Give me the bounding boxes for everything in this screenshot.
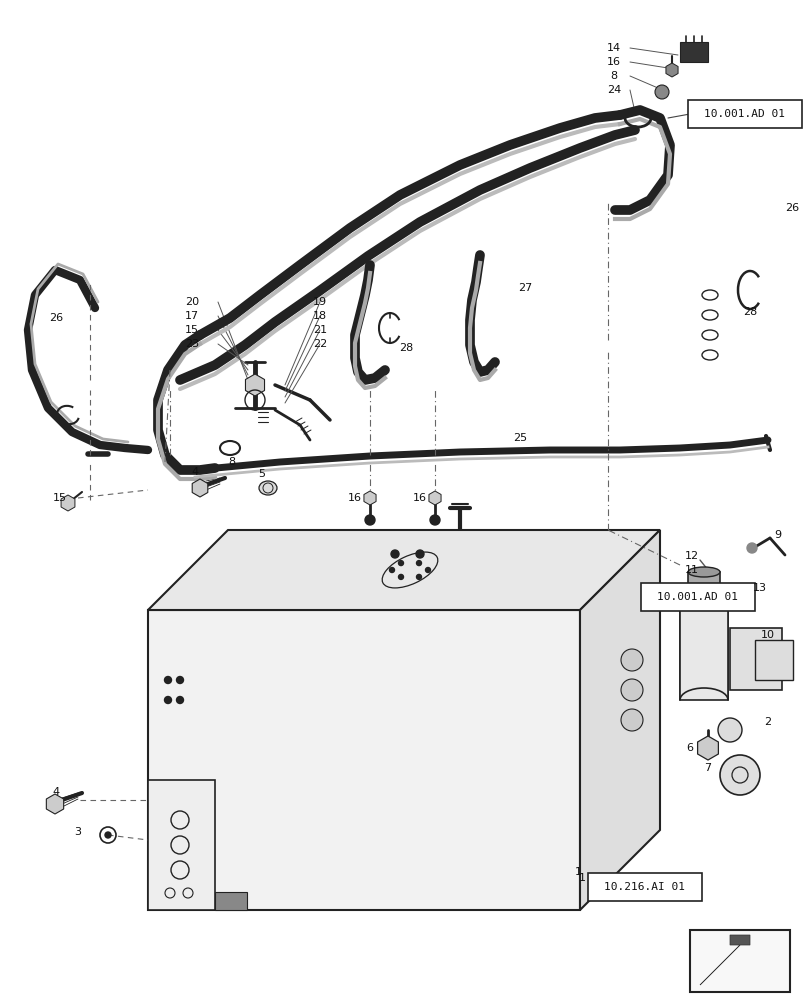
- Polygon shape: [579, 530, 659, 910]
- Circle shape: [425, 568, 430, 572]
- FancyBboxPatch shape: [587, 873, 702, 901]
- Polygon shape: [148, 780, 215, 910]
- Circle shape: [105, 832, 111, 838]
- Text: 17: 17: [185, 311, 199, 321]
- Text: 10.216.AI 01: 10.216.AI 01: [603, 882, 684, 892]
- Polygon shape: [148, 530, 659, 610]
- Text: 15: 15: [53, 493, 67, 503]
- Bar: [687, 572, 719, 594]
- Text: 8: 8: [610, 71, 617, 81]
- Bar: [673, 594, 729, 610]
- Circle shape: [176, 676, 183, 684]
- Text: 2: 2: [763, 717, 770, 727]
- Circle shape: [165, 696, 171, 704]
- Text: 18: 18: [312, 311, 327, 321]
- Text: 10: 10: [760, 630, 774, 640]
- Ellipse shape: [687, 567, 719, 577]
- Text: 24: 24: [606, 85, 620, 95]
- Text: 16: 16: [413, 493, 427, 503]
- Text: 19: 19: [312, 297, 327, 307]
- Text: 8: 8: [228, 457, 235, 467]
- Bar: [754, 640, 792, 680]
- Text: 14: 14: [606, 43, 620, 53]
- Text: 13: 13: [752, 583, 766, 593]
- Bar: [729, 628, 781, 690]
- Text: 16: 16: [607, 57, 620, 67]
- Text: 1: 1: [577, 873, 585, 883]
- Text: 26: 26: [784, 203, 798, 213]
- Circle shape: [398, 574, 403, 579]
- Bar: [689, 930, 789, 992]
- Text: 23: 23: [185, 339, 199, 349]
- Circle shape: [389, 568, 394, 572]
- FancyBboxPatch shape: [687, 100, 801, 128]
- Polygon shape: [699, 935, 749, 985]
- Polygon shape: [148, 610, 579, 910]
- Circle shape: [719, 755, 759, 795]
- Circle shape: [654, 85, 668, 99]
- Circle shape: [620, 709, 642, 731]
- Text: 26: 26: [49, 313, 63, 323]
- Text: 28: 28: [742, 307, 756, 317]
- Text: 3: 3: [75, 827, 81, 837]
- Circle shape: [415, 550, 423, 558]
- Text: 9: 9: [774, 530, 781, 540]
- Circle shape: [176, 696, 183, 704]
- Text: 6: 6: [685, 743, 693, 753]
- Text: 16: 16: [348, 493, 362, 503]
- Text: 28: 28: [398, 343, 413, 353]
- Text: 12: 12: [684, 551, 698, 561]
- Text: 15: 15: [185, 325, 199, 335]
- Bar: [679, 42, 707, 62]
- Circle shape: [746, 543, 756, 553]
- Circle shape: [365, 515, 375, 525]
- Text: 10.001.AD 01: 10.001.AD 01: [657, 592, 737, 602]
- Circle shape: [717, 718, 741, 742]
- Text: 20: 20: [185, 297, 199, 307]
- Circle shape: [430, 515, 440, 525]
- Circle shape: [391, 550, 398, 558]
- Text: 4: 4: [53, 787, 59, 797]
- Ellipse shape: [259, 481, 277, 495]
- Text: 21: 21: [312, 325, 327, 335]
- Text: 5: 5: [258, 469, 265, 479]
- Bar: [679, 600, 727, 700]
- Text: 7: 7: [704, 763, 710, 773]
- Text: 4: 4: [191, 467, 199, 477]
- Text: 10.001.AD 01: 10.001.AD 01: [704, 109, 784, 119]
- Circle shape: [620, 679, 642, 701]
- Text: 27: 27: [517, 283, 531, 293]
- FancyBboxPatch shape: [640, 583, 754, 611]
- Circle shape: [620, 649, 642, 671]
- Circle shape: [416, 561, 421, 566]
- Text: 11: 11: [684, 565, 698, 575]
- Circle shape: [398, 561, 403, 566]
- Text: 25: 25: [513, 433, 526, 443]
- Circle shape: [165, 676, 171, 684]
- Circle shape: [416, 574, 421, 579]
- Bar: [215, 892, 247, 910]
- Text: 1: 1: [574, 867, 581, 877]
- Text: 22: 22: [312, 339, 327, 349]
